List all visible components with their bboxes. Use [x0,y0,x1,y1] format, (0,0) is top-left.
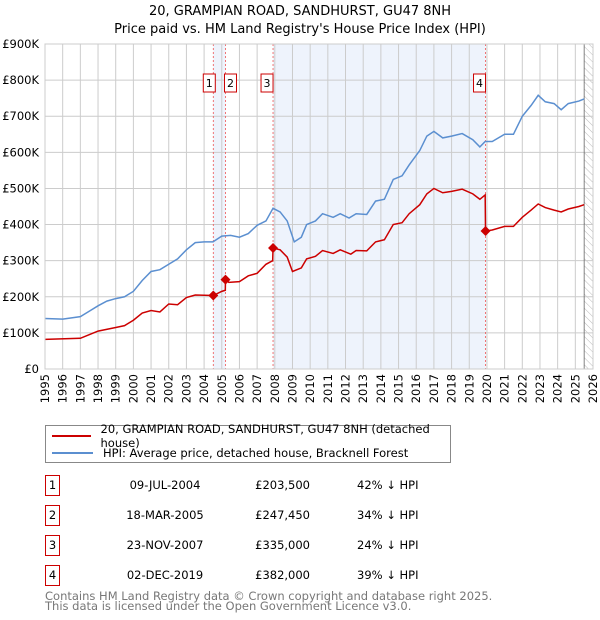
x-tick-label: 2003 [179,374,193,403]
x-tick-label: 2007 [250,374,264,403]
x-tick-label: 2022 [515,374,529,403]
y-tick-label: £0 [24,362,39,376]
footer-licence: This data is licensed under the Open Gov… [45,599,412,613]
sale-label-box [223,73,237,93]
table-row: 3 23-NOV-2007 £335,000 24% ↓ HPI [45,535,465,556]
y-tick-label: £400K [2,218,39,232]
footer-copyright: Contains HM Land Registry data © Crown c… [45,589,493,603]
sale-marker [208,290,219,301]
sale-date: 02-DEC-2019 [126,568,204,582]
x-tick-label: 2012 [339,374,353,403]
x-tick-label: 2006 [232,374,246,403]
marker-number: 4 [45,565,60,586]
x-tick-label: 2001 [144,374,158,403]
sale-marker [268,243,279,254]
sale-price: £247,450 [255,508,310,522]
x-tick-label: 1999 [109,374,123,403]
shaded-ownership-period [273,44,486,369]
y-tick-label: £600K [2,145,39,159]
x-tick-label: 2010 [303,374,317,403]
x-tick-label: 2009 [285,374,299,403]
legend-label: HPI: Average price, detached house, Brac… [103,446,409,460]
price-chart: 1995 1996 1997 1998 1999 2000 2001 2002 2003 2004… [2,37,600,403]
legend-item-hpi: HPI: Average price, detached house, Brac… [52,446,408,460]
x-tick-label: 2011 [321,374,335,403]
x-tick-label: 2026 [586,374,600,403]
y-tick-label: £700K [2,109,39,123]
x-tick-label: 2015 [392,374,406,403]
forecast-hatch [584,44,593,369]
x-tick-label: 2016 [409,374,423,403]
hpi-line [44,94,585,320]
sale-label: 4 [476,77,483,90]
table-row: 4 02-DEC-2019 £382,000 39% ↓ HPI [45,565,465,586]
x-tick-label: 2017 [427,374,441,403]
x-tick-label: 2002 [162,374,176,403]
x-tick-label: 2025 [568,374,582,403]
hpi-diff: 42% ↓ HPI [357,478,419,492]
sale-price: £382,000 [255,568,310,582]
sale-marker [480,226,491,237]
sale-date: 09-JUL-2004 [129,478,201,492]
plot-border [44,43,594,370]
chart-title: 20, GRAMPIAN ROAD, SANDHURST, GU47 8NH [148,4,452,19]
x-tick-label: 2019 [462,374,476,403]
sale-date: 23-NOV-2007 [126,538,204,552]
sale-label: 3 [264,77,271,90]
x-tick-label: 1998 [91,374,105,403]
hpi-diff: 34% ↓ HPI [357,508,419,522]
x-tick-label: 2004 [197,374,211,403]
x-tick-label: 2020 [480,374,494,403]
marker-number: 1 [45,475,60,496]
shaded-ownership-period [213,44,226,369]
x-tick-label: 2013 [356,374,370,403]
x-tick-label: 2021 [498,374,512,403]
y-tick-label: £300K [2,254,39,268]
marker-number: 2 [45,505,60,526]
y-tick-label: £800K [2,73,39,87]
sale-price: £203,500 [255,478,310,492]
table-row: 2 18-MAR-2005 £247,450 34% ↓ HPI [45,505,465,526]
hpi-diff: 24% ↓ HPI [357,538,419,552]
legend-item-property: 20, GRAMPIAN ROAD, SANDHURST, GU47 8NH (… [52,422,450,450]
sale-date: 18-MAR-2005 [126,508,204,522]
sale-label-box [260,73,274,93]
x-tick-label: 2005 [215,374,229,403]
marker-number: 3 [45,535,60,556]
sale-price: £335,000 [255,538,310,552]
sale-label: 1 [206,77,213,90]
table-row: 1 09-JUL-2004 £203,500 42% ↓ HPI [45,475,465,496]
sale-label: 2 [227,77,234,90]
x-tick-label: 1997 [73,374,87,403]
y-tick-label: £200K [2,290,39,304]
y-tick-label: £900K [2,37,39,51]
x-tick-label: 1996 [56,374,70,403]
property-price-line [44,187,585,341]
sale-label-box [473,73,487,93]
sale-label-box [202,73,216,93]
chart-subtitle: Price paid vs. HM Land Registry's House … [114,22,486,37]
x-tick-label: 2023 [533,374,547,403]
x-tick-label: 2008 [268,374,282,403]
x-tick-label: 2024 [551,374,565,403]
legend-label: 20, GRAMPIAN ROAD, SANDHURST, GU47 8NH (… [100,422,430,450]
sale-marker [220,274,231,285]
legend: 20, GRAMPIAN ROAD, SANDHURST, GU47 8NH (… [45,422,451,463]
x-tick-label: 2018 [445,374,459,403]
y-tick-label: £500K [2,181,39,195]
hpi-diff: 39% ↓ HPI [357,568,419,582]
x-tick-label: 2014 [374,374,388,403]
legend-swatch-blue [52,452,93,454]
x-tick-label: 2000 [126,374,140,403]
y-tick-label: £100K [2,326,39,340]
x-tick-label: 1995 [38,374,52,403]
legend-swatch-red [52,435,91,437]
